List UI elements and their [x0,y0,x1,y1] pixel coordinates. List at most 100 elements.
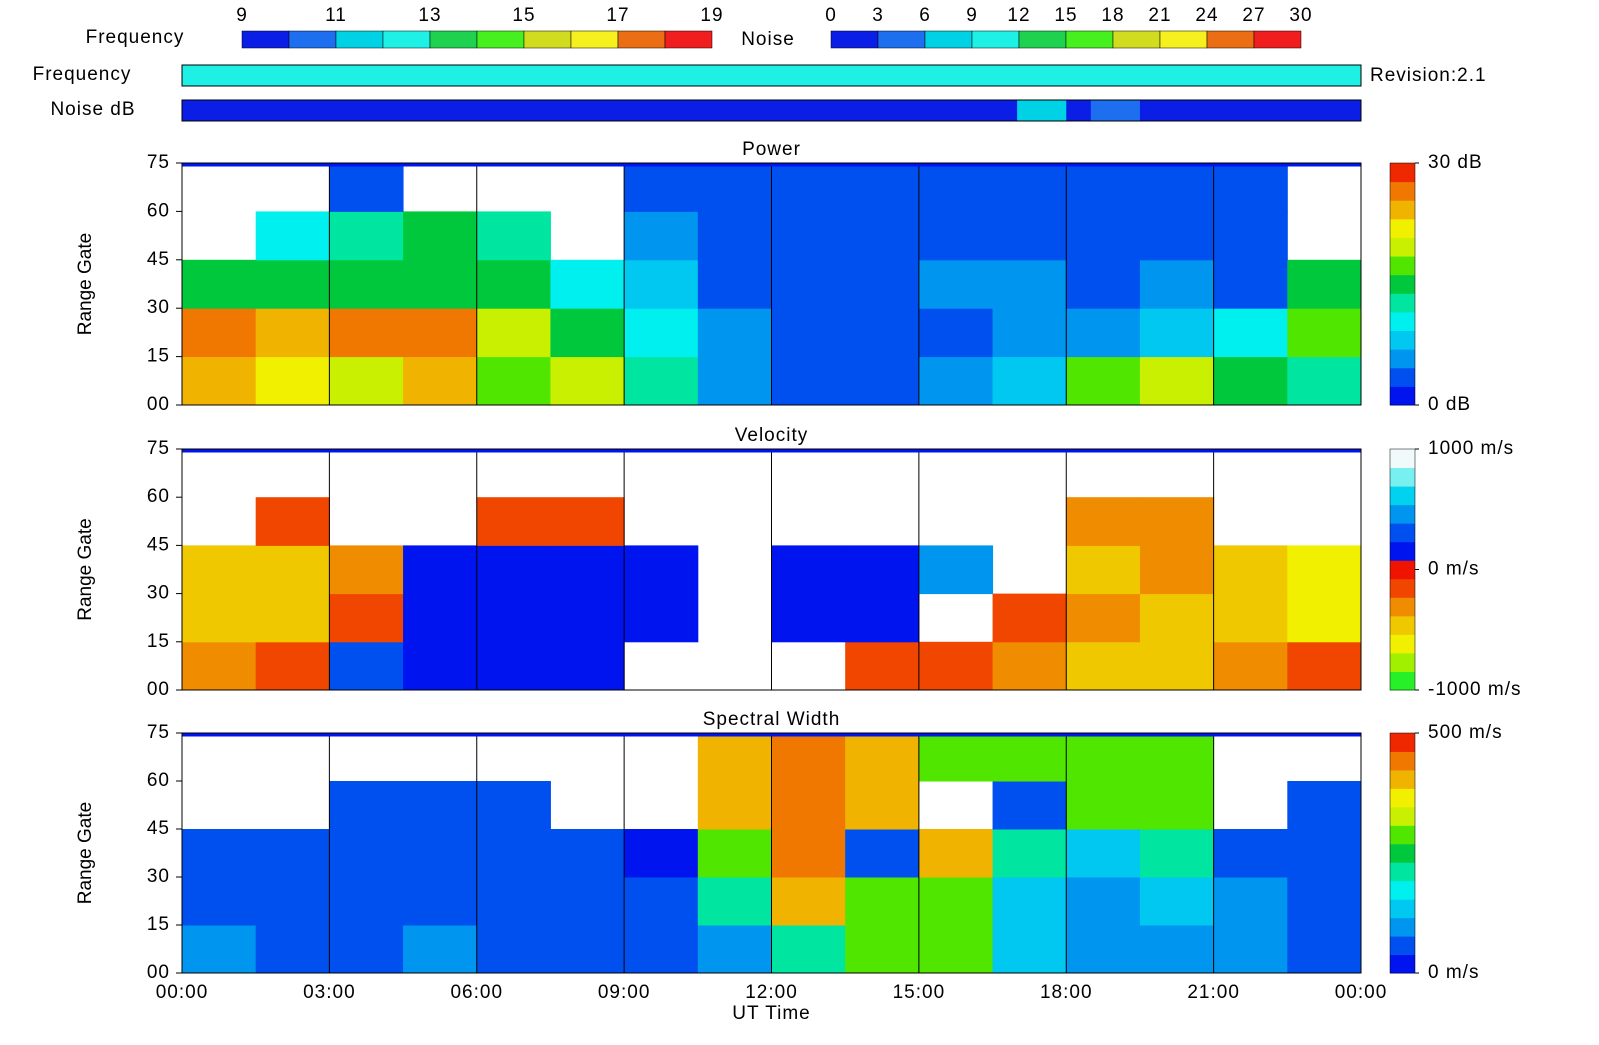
colorbar-swatch [1390,293,1415,312]
heat-cell [403,594,477,643]
legend-swatch [289,31,336,48]
heat-cell [403,357,477,406]
colorbar-label: 1000 m/s [1428,438,1514,459]
colorbar-swatch [1390,505,1415,524]
heat-cell [993,260,1067,309]
strip-cell [305,100,330,121]
x-tick-label: 06:00 [450,982,503,1003]
strip-cell [747,100,772,121]
panel-title: Spectral Width [703,709,841,730]
x-tick-label: 12:00 [745,982,798,1003]
heat-cell [1214,642,1288,691]
y-tick-label: 60 [147,486,170,507]
heat-cell [256,925,330,974]
legend-swatch [571,31,618,48]
heat-cell [182,357,256,406]
colorbar-swatch [1390,163,1415,182]
legend-tick-label: 6 [919,5,931,26]
heat-cell [993,925,1067,974]
heat-cell [403,545,477,594]
legend-label: Frequency [86,27,185,48]
annotation: Revision:2.1 [1370,65,1487,86]
panel-title: Power [742,139,801,160]
legend-swatch [665,31,712,48]
heat-cell [477,925,551,974]
heat-cell [624,211,698,260]
legend-swatch [618,31,665,48]
colorbar-swatch [1390,275,1415,294]
heat-cell [845,163,919,212]
heat-cell [1287,829,1361,878]
legend-tick-label: 15 [1054,5,1077,26]
legend-swatch [242,31,289,48]
colorbar-swatch [1390,597,1415,616]
heat-cell [1140,211,1214,260]
colorbar-swatch [1390,182,1415,201]
strip-cell [1238,100,1263,121]
legend-tick-label: 13 [418,5,441,26]
heat-cell [772,163,846,212]
colorbar-swatch [1390,579,1415,598]
y-tick-label: 45 [147,249,170,270]
heat-cell [772,260,846,309]
page: {"chart_data": [ {"type": "strip", "labe… [0,0,1599,1045]
heat-cell [550,497,624,546]
heat-cell [845,594,919,643]
heat-cell [477,357,551,406]
colorbar-swatch [1390,386,1415,405]
strip-cell [722,100,747,121]
strip-cell [1336,100,1361,121]
strip-cell [796,100,821,121]
heat-cell [772,829,846,878]
y-tick-label: 75 [147,438,170,459]
heat-cell [1066,733,1140,782]
strip-cell [1312,100,1337,121]
legend-tick-label: 19 [700,5,723,26]
heat-cell [1066,308,1140,357]
heat-cell [698,163,772,212]
y-tick-label: 30 [147,583,170,604]
heat-cell [919,163,993,212]
heat-cell [403,877,477,926]
strip-cell [698,100,723,121]
strip-cell [354,100,379,121]
colorbar-swatch [1390,671,1415,690]
heat-cell [329,211,403,260]
heat-cell [698,925,772,974]
heat-cell [624,260,698,309]
legend-tick-label: 9 [966,5,978,26]
heat-cell [329,545,403,594]
colorbar-swatch [1390,486,1415,505]
strip-cell [280,100,305,121]
heat-cell [624,877,698,926]
heat-cell [772,733,846,782]
legend-tick-label: 15 [512,5,535,26]
colorbar-swatch [1390,523,1415,542]
legend-tick-label: 3 [872,5,884,26]
y-tick-label: 15 [147,346,170,367]
panel-title: Velocity [735,425,808,446]
heat-cell [698,211,772,260]
heat-cell [993,781,1067,830]
heat-cell [182,594,256,643]
heat-cell [845,211,919,260]
colorbar-swatch [1390,955,1415,974]
heat-cell [256,211,330,260]
heat-cell [182,877,256,926]
heat-cell [1140,877,1214,926]
legend-swatch [477,31,524,48]
heat-cell [919,260,993,309]
colorbar-swatch [1390,237,1415,256]
colorbar-swatch [1390,881,1415,900]
heat-cell [477,877,551,926]
strip-cell [182,65,1362,86]
heat-cell [1140,308,1214,357]
strip-cell [1287,100,1312,121]
strip-cell [772,100,797,121]
x-tick-label: 00:00 [156,982,209,1003]
strip-cell [231,100,256,121]
strip-cell [673,100,698,121]
heat-cell [1214,357,1288,406]
colorbar-swatch [1390,653,1415,672]
strip-cell [1042,100,1067,121]
